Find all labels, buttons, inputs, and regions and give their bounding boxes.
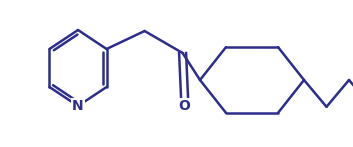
Text: N: N: [72, 99, 84, 113]
Text: O: O: [179, 99, 191, 113]
